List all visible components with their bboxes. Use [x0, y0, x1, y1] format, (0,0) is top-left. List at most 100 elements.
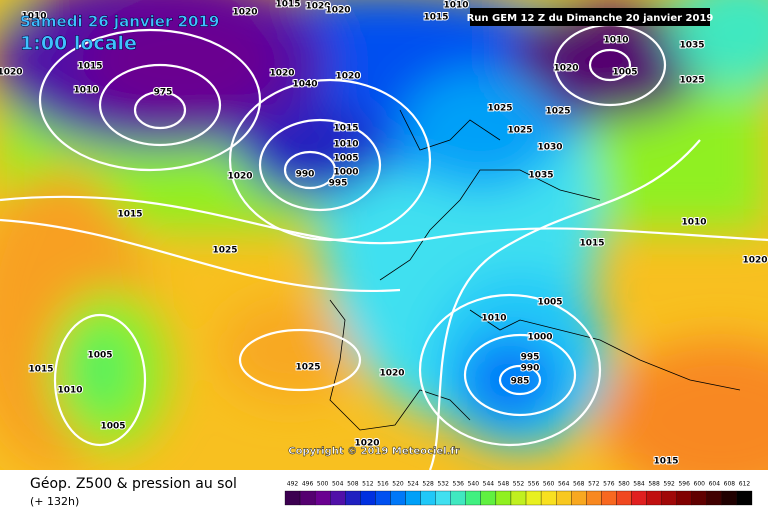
isobar-label: 1005 [537, 298, 562, 308]
legend-label: 572 [588, 481, 600, 488]
legend-swatch [345, 490, 361, 506]
isobar-label: 1010 [481, 314, 506, 324]
isobar-label: 1020 [227, 172, 252, 182]
legend-label: 504 [332, 481, 344, 488]
legend-swatch [661, 490, 677, 506]
isobar-label: 1005 [100, 422, 125, 432]
isobar-label: 1000 [527, 333, 552, 343]
legend-label: 516 [377, 481, 389, 488]
legend-label: 492 [287, 481, 299, 488]
isobar-label: 1030 [537, 143, 562, 153]
isobar-label: 1015 [28, 365, 53, 375]
legend-swatch [375, 490, 391, 506]
isobar-label: 1025 [212, 246, 237, 256]
run-box [470, 8, 710, 26]
isobar-label: 1005 [333, 154, 358, 164]
isobar-label: 1025 [679, 76, 704, 86]
isobar-label: 1015 [275, 0, 300, 10]
legend-swatch [405, 490, 421, 506]
isobar-label: 1015 [423, 13, 448, 23]
isobar-label: 1025 [507, 126, 532, 136]
legend-swatch [631, 490, 647, 506]
legend-label: 548 [498, 481, 510, 488]
legend-swatch [736, 490, 753, 506]
isobar-label: 1020 [305, 2, 330, 12]
run-info: Run GEM 12 Z du Dimanche 20 janvier 2019 [467, 13, 714, 24]
isobar-label: 1020 [742, 256, 767, 266]
isobar-label: 1020 [232, 8, 257, 18]
legend-label: 556 [528, 481, 540, 488]
isobar-label: 1025 [545, 107, 570, 117]
legend-label: 540 [468, 481, 480, 488]
legend-swatch [691, 490, 707, 506]
legend-label: 532 [437, 481, 449, 488]
legend-swatch [465, 490, 481, 506]
legend-label: 612 [739, 481, 751, 488]
isobar-label: 1010 [21, 12, 46, 22]
isobar-label: 1015 [653, 457, 678, 467]
legend-label: 524 [407, 481, 419, 488]
legend-swatch [571, 490, 587, 506]
legend-swatch [299, 490, 316, 506]
legend-label: 544 [483, 481, 495, 488]
isobars [0, 23, 768, 470]
legend-label: 520 [392, 481, 404, 488]
legend-label: 596 [678, 481, 690, 488]
legend-swatch [390, 490, 406, 506]
isobar-label: 1010 [443, 1, 468, 11]
legend-label: 512 [362, 481, 374, 488]
legend-swatch [420, 490, 436, 506]
isobar-label: 1010 [603, 36, 628, 46]
isobar-label: 1040 [292, 80, 317, 90]
legend-label: 588 [648, 481, 660, 488]
legend-label: 552 [513, 481, 525, 488]
legend-label: 564 [558, 481, 570, 488]
isobar-label: 1020 [335, 72, 360, 82]
legend-swatch [706, 490, 723, 506]
legend-label: 608 [724, 481, 736, 488]
legend-label: 592 [663, 481, 675, 488]
legend-label: 568 [573, 481, 585, 488]
isobar-label: 1020 [553, 64, 578, 74]
isobar-label: 1015 [117, 210, 142, 220]
isobar-label: 1020 [0, 68, 23, 78]
legend-swatch [556, 490, 572, 506]
isobar-label: 1015 [333, 124, 358, 134]
legend-swatch [314, 490, 331, 506]
legend-label: 604 [709, 481, 721, 488]
isobar-label: 995 [521, 353, 540, 363]
legend-label: 584 [633, 481, 645, 488]
legend-swatch [360, 490, 376, 506]
legend-swatch [284, 490, 301, 506]
legend-swatch [480, 490, 497, 506]
legend-label: 496 [302, 481, 314, 488]
isobar-label: 995 [329, 179, 348, 189]
isobar-label: 1010 [57, 386, 82, 396]
date: Samedi 26 janvier 2019 [20, 13, 219, 31]
isobar-label: 985 [511, 377, 530, 387]
isobar-label: 1035 [528, 171, 553, 181]
isobar-label: 1010 [681, 218, 706, 228]
isobar-label: 1025 [487, 104, 512, 114]
time: 1:00 locale [20, 33, 137, 55]
isobar-label: 1020 [269, 69, 294, 79]
isobar-label: 1005 [612, 68, 637, 78]
isobar-label: 1015 [579, 239, 604, 249]
isobar-label: 990 [521, 364, 540, 374]
legend-swatch [586, 490, 602, 506]
legend-swatch [540, 490, 557, 506]
legend-label: 576 [603, 481, 615, 488]
legend-label: 500 [317, 481, 329, 488]
lead-time: (+ 132h) [30, 495, 79, 508]
isobar-label: 1015 [77, 62, 102, 72]
isobar-label: 1035 [679, 41, 704, 51]
legend-label: 528 [422, 481, 434, 488]
legend-swatch [435, 490, 451, 506]
isobar-label: 1020 [354, 439, 379, 449]
isobar-label: 1010 [333, 140, 358, 150]
legend-swatch [510, 490, 527, 506]
isobar-label: 1010 [73, 86, 98, 96]
isobar-label: 1020 [325, 6, 350, 16]
